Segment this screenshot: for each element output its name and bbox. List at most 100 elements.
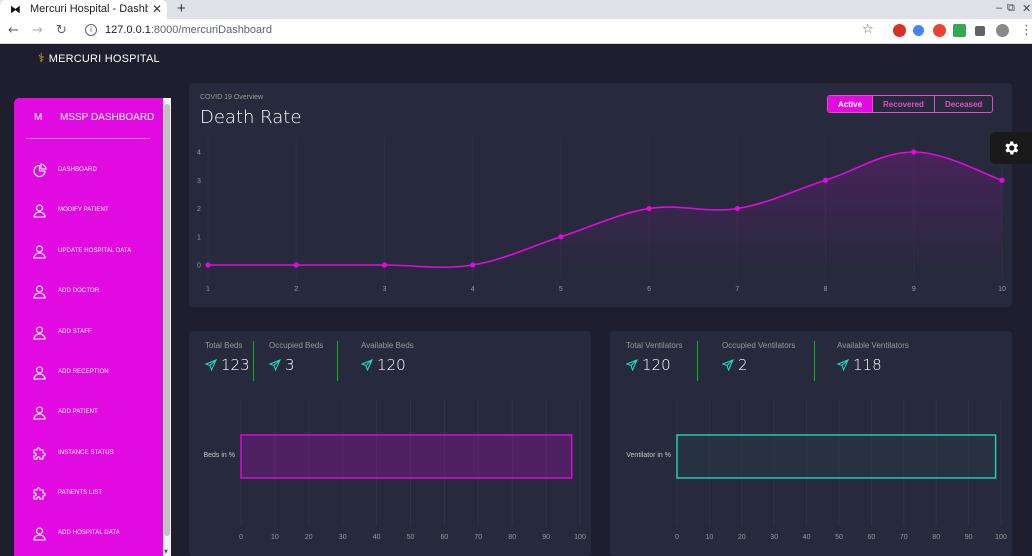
sidebar-item-instance-status[interactable]: INSTANCE STATUS — [32, 443, 160, 463]
dashboard-page: ⚕ MERCURI HOSPITAL M MSSP DASHBOARD DASHBO… — [0, 44, 1032, 556]
sidebar-item-label: ADD PATIENT — [58, 409, 98, 415]
data-point[interactable] — [381, 262, 388, 268]
data-point[interactable] — [205, 262, 211, 268]
sidebar-item-add-reception[interactable]: ADD RECEPTION — [32, 362, 160, 382]
total-beds-stat: Total Beds 123 — [205, 341, 250, 374]
available-ventilators-row: 118 — [837, 356, 909, 374]
sidebar-item-dashboard[interactable]: DASHBOARD — [32, 160, 160, 180]
total-ventilators-stat: Total Ventilators 120 — [626, 341, 682, 374]
sidebar-item-label: DASHBOARD — [58, 167, 97, 173]
caduceus-logo-icon: ⚕ — [38, 51, 45, 65]
browser-tab-strip: ⧓ Mercuri Hospital - Dashbo ✕ + – ⧉ ✕ — [0, 0, 1032, 19]
sidebar-scrollbar[interactable]: ▼ — [163, 98, 171, 556]
x-tick-label: 80 — [508, 534, 516, 541]
bar[interactable] — [240, 434, 573, 479]
settings-button[interactable] — [990, 132, 1032, 164]
extensions-puzzle-icon[interactable] — [975, 26, 985, 36]
series-line — [208, 151, 1003, 269]
profile-avatar[interactable] — [996, 24, 1009, 37]
x-tick-label: 30 — [770, 534, 778, 541]
data-point[interactable] — [734, 205, 740, 212]
sidebar-scroll-thumb[interactable] — [164, 104, 170, 536]
url-field[interactable]: 127.0.0.1:8000/mercuriDashboard — [105, 24, 272, 36]
extension-mail-icon[interactable] — [933, 24, 946, 37]
data-point[interactable] — [470, 262, 476, 268]
sidebar-item-add-doctor[interactable]: ADD DOCTOR — [32, 281, 160, 301]
forward-icon[interactable]: → — [32, 23, 43, 38]
x-tick-label: 10 — [706, 534, 714, 541]
active-button[interactable]: Active — [828, 96, 873, 112]
sidebar-item-label: ADD RECEPTION — [58, 369, 109, 375]
y-tick-label: 2 — [197, 206, 201, 213]
sidebar-item-label: ADD DOCTOR — [58, 288, 100, 294]
url-path: :8000/mercuriDashboard — [150, 24, 272, 36]
extension-red-icon[interactable] — [893, 24, 906, 37]
sidebar-item-modify-patient[interactable]: MODIFY PATIENT — [32, 200, 160, 220]
total-ventilators-row: 120 — [626, 356, 682, 374]
sidebar-item-add-hospital-data[interactable]: ADD HOSPITAL DATA — [32, 523, 160, 543]
occupied-beds-value: 3 — [285, 356, 295, 374]
data-point[interactable] — [293, 262, 299, 268]
data-point[interactable] — [646, 205, 652, 212]
sidebar-item-add-staff[interactable]: ADD STAFF — [32, 322, 160, 342]
sidebar-item-update-hospital-data[interactable]: UPDATE HOSPITAL DATA — [32, 241, 160, 261]
data-point[interactable] — [558, 234, 564, 240]
browser-tab[interactable]: ⧓ Mercuri Hospital - Dashbo ✕ — [0, 0, 167, 19]
window-restore-icon[interactable]: ⧉ — [1007, 2, 1015, 14]
bar[interactable] — [676, 434, 997, 479]
death-rate-chart: 1 2 3 4 5 6 7 8 9 10 0 1 2 3 4 — [197, 138, 1006, 293]
data-point[interactable] — [822, 177, 829, 183]
total-beds-label: Total Beds — [205, 341, 243, 350]
sidebar-header[interactable]: M MSSP DASHBOARD — [34, 112, 154, 123]
x-tick-label: 8 — [824, 286, 828, 293]
extension-blue-icon[interactable] — [913, 25, 924, 36]
recovered-button[interactable]: Recovered — [872, 96, 934, 112]
bookmark-star-icon[interactable]: ☆ — [862, 22, 874, 37]
sidebar-item-label: MODIFY PATIENT — [58, 207, 109, 213]
x-tick-label: 10 — [271, 534, 279, 541]
available-ventilators-label: Available Ventilators — [837, 341, 909, 350]
total-ventilators-value: 120 — [642, 356, 671, 374]
occupied-ventilators-row: 2 — [722, 356, 795, 374]
scroll-down-icon[interactable]: ▼ — [164, 549, 168, 555]
x-tick-label: 80 — [932, 534, 940, 541]
window-minimize-icon[interactable]: – — [996, 2, 1003, 14]
x-tick-label: 40 — [803, 534, 811, 541]
x-tick-label: 90 — [542, 534, 550, 541]
available-beds-label: Available Beds — [361, 341, 414, 350]
overview-card: COVID 19 Overview Death Rate Active Reco… — [189, 83, 1012, 307]
brand[interactable]: ⚕ MERCURI HOSPITAL — [38, 51, 160, 65]
x-tick-label: 3 — [382, 286, 386, 293]
sidebar: M MSSP DASHBOARD DASHBOARD MODIFY PATIENT U… — [14, 98, 163, 556]
tab-title: Mercuri Hospital - Dashbo — [30, 3, 148, 15]
y-tick-label: 0 — [197, 263, 201, 270]
send-icon — [626, 359, 638, 371]
back-icon[interactable]: ← — [8, 23, 19, 38]
new-tab-button[interactable]: + — [177, 0, 186, 17]
reload-icon[interactable]: ↻ — [56, 23, 67, 38]
data-point[interactable] — [999, 177, 1005, 183]
puzzle-icon — [33, 486, 46, 500]
favicon-icon: ⧓ — [10, 3, 21, 16]
x-tick-label: 20 — [738, 534, 746, 541]
data-point[interactable] — [911, 149, 917, 155]
send-icon — [205, 359, 217, 371]
occupied-ventilators-stat: Occupied Ventilators 2 — [722, 341, 795, 374]
sidebar-divider — [26, 138, 150, 139]
extension-green-icon[interactable] — [953, 24, 966, 37]
tab-close-icon[interactable]: ✕ — [152, 2, 163, 16]
site-info-icon[interactable]: i — [85, 24, 97, 36]
sidebar-title: MSSP DASHBOARD — [60, 112, 155, 123]
occupied-beds-stat: Occupied Beds 3 — [269, 341, 323, 374]
y-tick-label: 3 — [197, 178, 201, 185]
send-icon — [837, 359, 849, 371]
sidebar-item-patients-list[interactable]: PATIENTS LIST — [32, 483, 160, 503]
window-close-icon[interactable]: ✕ — [1022, 3, 1032, 15]
url-host: 127.0.0.1 — [105, 24, 151, 36]
x-tick-label: 20 — [305, 534, 313, 541]
deceased-button[interactable]: Deceased — [933, 96, 992, 112]
user-icon — [33, 365, 46, 380]
browser-menu-icon[interactable]: ⋮ — [1020, 23, 1032, 38]
sidebar-item-label: PATIENTS LIST — [58, 490, 103, 496]
sidebar-item-add-patient[interactable]: ADD PATIENT — [32, 402, 160, 422]
